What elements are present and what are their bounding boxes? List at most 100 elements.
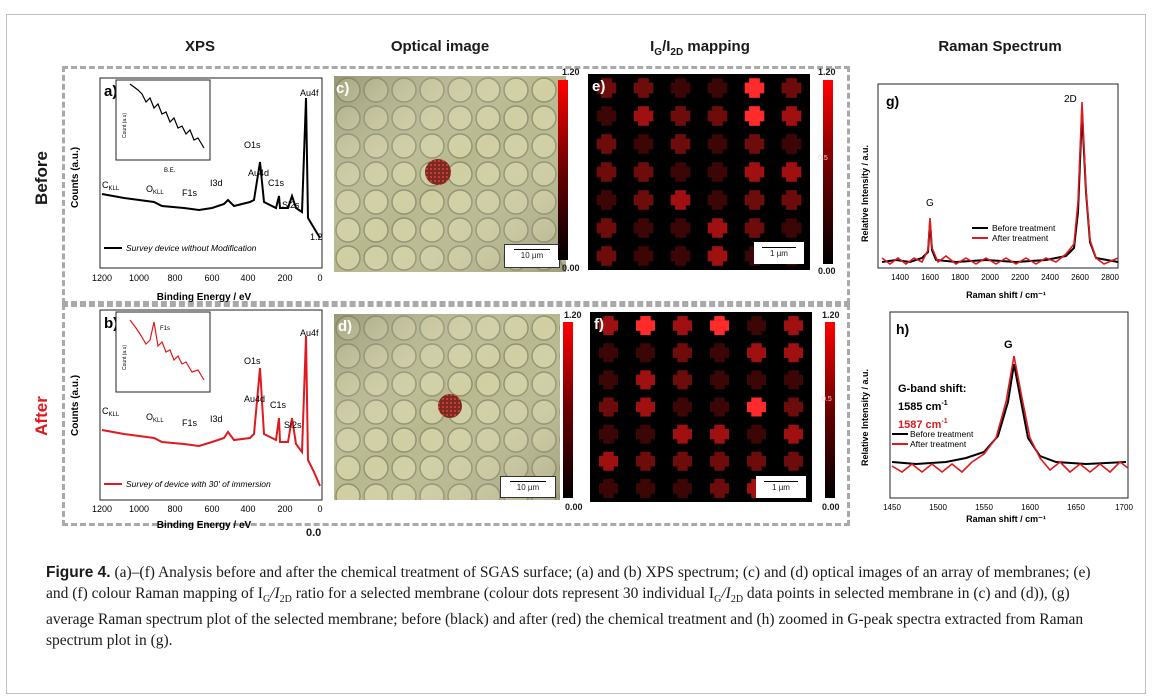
xps-b-xlabel: Binding Energy / eV (157, 520, 252, 531)
map-dot (781, 78, 802, 98)
after-box (62, 304, 850, 526)
raman-h-xlabel: Raman shift / cm⁻¹ (966, 514, 1046, 524)
xps-b-legend: Survey of device with 30' of immersion (126, 479, 271, 489)
colorbar-c (558, 80, 568, 260)
map-dot (710, 451, 729, 471)
map-dot (670, 246, 691, 266)
map-dot (599, 424, 618, 444)
figure-frame (6, 14, 1146, 694)
map-dot (744, 190, 765, 210)
xps-b-c1s: C1s (270, 400, 287, 410)
map-dot (596, 190, 617, 210)
xps-b-inset-spectrum (129, 319, 205, 381)
map-dot (781, 134, 802, 154)
map-dot (596, 134, 617, 154)
svg-text:2000: 2000 (981, 273, 999, 282)
panel-letter-b: b) (104, 315, 118, 332)
svg-text:2400: 2400 (1041, 273, 1059, 282)
map-dot (670, 162, 691, 182)
colorbar-f-max: 1.20 (822, 310, 840, 320)
colorbar-d-min: 0.00 (565, 502, 583, 512)
row-label-after: After (32, 396, 51, 436)
xps-a-i3d: I3d (210, 178, 223, 188)
map-dot (784, 316, 803, 336)
svg-text:2600: 2600 (1071, 273, 1089, 282)
map-dot (633, 218, 654, 238)
map-dot (596, 246, 617, 266)
map-dot (636, 370, 655, 390)
map-dot (707, 106, 728, 126)
svg-text:400: 400 (240, 504, 255, 514)
panel-letter-g: g) (886, 93, 899, 109)
xps-a-okll: OKLL (146, 184, 164, 196)
xps-a-au4d: Au4d (248, 168, 269, 178)
map-dot (707, 218, 728, 238)
xps-a-f1s: F1s (182, 188, 198, 198)
raman-h-legend-after: After treatment (910, 439, 967, 449)
colorbar-c-min: 0.00 (562, 263, 580, 273)
raman-h-legend-before: Before treatment (910, 429, 974, 439)
map-dot (744, 162, 765, 182)
map-dot (710, 316, 729, 336)
xps-a-ylabel: Counts (a.u.) (70, 147, 81, 208)
raman-g-label-g: G (926, 198, 934, 209)
map-dot (707, 246, 728, 266)
map-dot (636, 451, 655, 471)
map-dot (747, 424, 766, 444)
map-dot (784, 343, 803, 363)
map-dot (673, 451, 692, 471)
gband-before: 1585 cm-1 (898, 400, 948, 413)
raman-h-before (891, 363, 1127, 466)
map-dot (710, 343, 729, 363)
map-dot (784, 424, 803, 444)
map-dot (747, 343, 766, 363)
map-dot (670, 134, 691, 154)
map-dot (633, 246, 654, 266)
svg-text:600: 600 (204, 504, 219, 514)
map-dot (633, 190, 654, 210)
map-dot (596, 106, 617, 126)
map-dot (636, 316, 655, 336)
map-dot (781, 218, 802, 238)
map-dot (673, 424, 692, 444)
gband-after: 1587 cm-1 (898, 418, 948, 431)
svg-text:2200: 2200 (1011, 273, 1029, 282)
panel-letter-d: d) (338, 318, 353, 335)
figure-caption: Figure 4. (a)–(f) Analysis before and af… (46, 564, 1091, 649)
map-dot (636, 478, 655, 498)
panel-letter-a: a) (104, 83, 117, 100)
svg-text:1600: 1600 (1021, 503, 1039, 512)
stray-label-b: 0.0 (306, 527, 322, 539)
svg-text:200: 200 (277, 273, 292, 283)
map-dot (710, 424, 729, 444)
scale-bar-f: 1 µm (756, 476, 806, 498)
colorbar-e-max: 1.20 (818, 67, 836, 77)
xps-panel-a: a) Counts (a.u.) Binding Energy / eV 120… (70, 77, 323, 303)
map-dot (599, 451, 618, 471)
map-dot (784, 370, 803, 390)
raman-panel-g: g) Relative Intensity / a.u. Raman shift… (860, 83, 1119, 300)
panel-letter-c: c) (336, 80, 350, 97)
svg-text:2800: 2800 (1101, 273, 1119, 282)
map-dot (636, 343, 655, 363)
panel-letter-h: h) (896, 321, 909, 337)
xps-a-inset-spectrum (129, 83, 205, 149)
scale-bar-d: 10 µm (500, 476, 556, 498)
map-dot (596, 162, 617, 182)
map-dot (599, 343, 618, 363)
map-dot (670, 218, 691, 238)
svg-text:1500: 1500 (929, 503, 947, 512)
map-dot (673, 397, 692, 417)
xps-a-au4f: Au4f (300, 88, 319, 98)
map-dot (710, 397, 729, 417)
map-dot (747, 316, 766, 336)
header-mapping: IG/I2D mapping (650, 38, 750, 58)
map-dot (599, 316, 618, 336)
header-raman: Raman Spectrum (938, 38, 1062, 55)
raman-g-legend-before: Before treatment (992, 223, 1056, 233)
svg-text:400: 400 (240, 273, 255, 283)
svg-text:1600: 1600 (921, 273, 939, 282)
map-dot (781, 162, 802, 182)
header-optical: Optical image (390, 38, 490, 55)
map-dot (744, 106, 765, 126)
